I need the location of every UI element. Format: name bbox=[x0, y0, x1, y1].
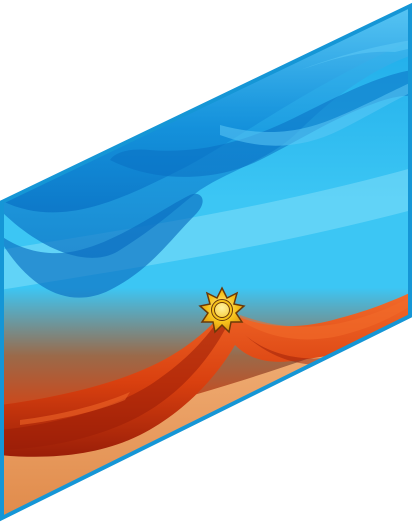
blue-drape-crest bbox=[300, 40, 410, 70]
sun-ring-icon bbox=[198, 286, 246, 334]
red-drape-highlight bbox=[240, 296, 410, 340]
red-drape-sheen bbox=[20, 392, 130, 425]
blue-drape-highlight bbox=[220, 82, 410, 146]
red-drape-fold-left bbox=[2, 315, 230, 450]
blue-drape-fold-right bbox=[110, 70, 410, 177]
blue-drape-fold-left bbox=[2, 193, 203, 298]
